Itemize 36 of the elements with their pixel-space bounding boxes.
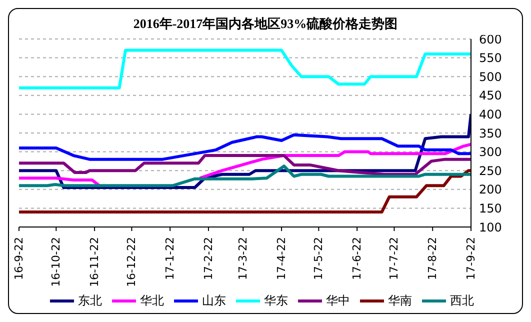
line-series [19, 154, 471, 176]
x-tick-label: 17-1-22 [164, 237, 177, 280]
legend-label: 西北 [450, 293, 474, 308]
legend-label: 山东 [202, 293, 226, 308]
x-tick-label: 16-9-22 [12, 237, 26, 280]
y-tick-label: 400 [479, 107, 502, 122]
y-tick-label: 250 [479, 164, 502, 178]
y-tick-label: 550 [479, 51, 502, 66]
x-tick-label: 17-7-22 [388, 237, 401, 280]
legend-label: 华东 [264, 293, 288, 308]
chart-title: 2016年-2017年国内各地区93%硫酸价格走势图 [133, 16, 398, 31]
y-tick-label: 150 [479, 201, 502, 216]
x-tick-label: 17-4-22 [275, 237, 288, 280]
legend-label: 华南 [388, 293, 412, 308]
legend-label: 东北 [78, 293, 102, 308]
line-series [19, 133, 471, 161]
line-series [19, 169, 471, 214]
x-tick-label: 17-3-22 [236, 237, 250, 280]
x-tick-label: 17-8-22 [426, 237, 440, 280]
y-tick-label: 300 [479, 145, 502, 160]
x-tick-label: 17-5-22 [312, 237, 326, 280]
line-series [19, 48, 471, 90]
x-tick-label: 17-2-22 [202, 237, 215, 280]
y-tick-label: 500 [479, 70, 502, 84]
line-series [19, 164, 471, 188]
x-tick-label: 16-10-22 [50, 237, 63, 287]
y-tick-label: 100 [479, 220, 502, 234]
x-tick-label: 17-6-22 [350, 237, 364, 280]
y-tick-label: 350 [479, 126, 502, 140]
y-tick-label: 200 [479, 182, 502, 197]
legend-label: 华北 [140, 293, 164, 308]
x-tick-label: 16-12-22 [125, 237, 138, 287]
x-tick-label: 17-9-22 [464, 237, 478, 280]
x-tick-label: 16-11-22 [88, 237, 102, 287]
y-tick-label: 450 [479, 88, 502, 103]
legend-label: 华中 [326, 293, 350, 308]
